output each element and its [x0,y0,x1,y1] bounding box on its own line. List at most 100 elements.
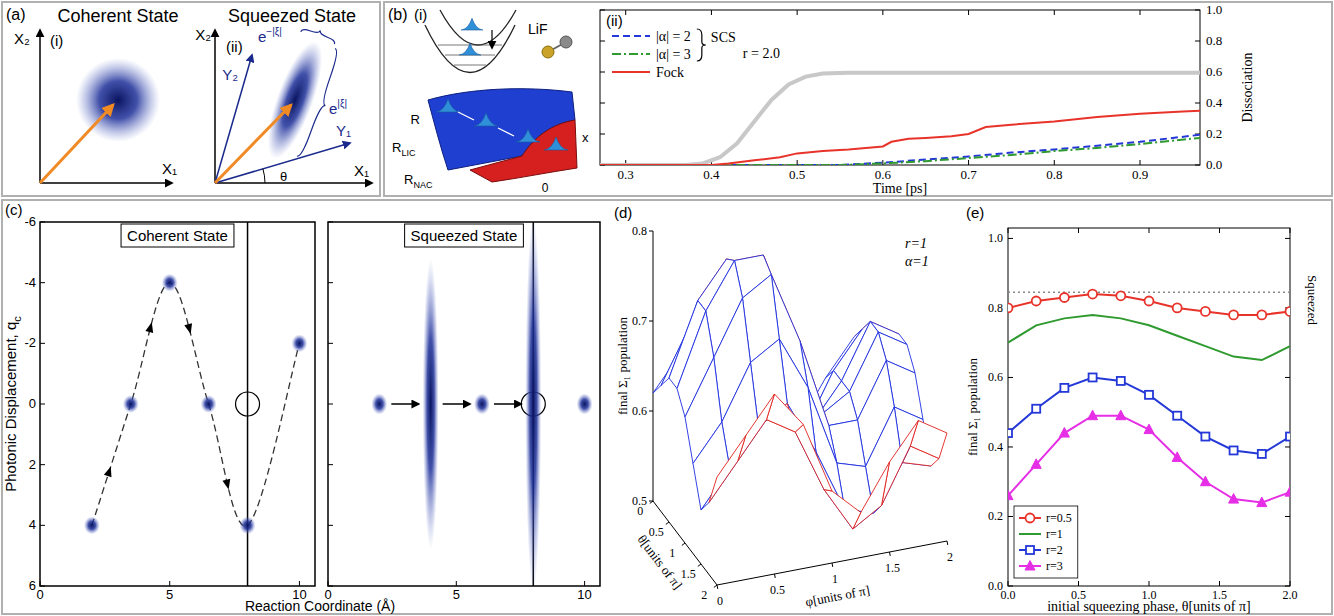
x-tick [40,581,41,586]
series-point [1144,424,1154,434]
wavepacket [461,18,483,30]
y-tick [40,525,45,526]
axis-label: Y₁ [336,122,351,139]
surface-group [653,255,947,529]
series-point [1257,497,1267,507]
wavepacket-blob [162,274,178,292]
label-subscript: LIC [401,148,416,158]
x-tick [1219,581,1220,586]
x-tick-label: 5 [453,587,460,602]
series-point [1008,303,1013,312]
subpanel-title: Squeezed State [228,6,356,26]
series-point [1116,291,1125,300]
surface-cell [853,462,890,529]
plot-frame [600,10,1200,165]
x-tick [1008,581,1009,586]
series-point [1060,384,1068,392]
x-tick-label: 0 [36,587,43,602]
label-superscript: −|ξ| [266,26,282,38]
wavepacket [544,137,568,150]
x-tick [1054,10,1055,15]
width-label: e|ξ| [329,98,347,117]
y-tick [1195,103,1200,104]
series-point [1117,377,1125,385]
x-tick [882,160,883,165]
step-arrow [391,403,418,405]
displacement-arrow [40,105,113,183]
series-point [1172,452,1182,462]
x-tick [797,160,798,165]
series-point [1145,391,1153,399]
vibrational-level [454,65,486,66]
y-tick [328,404,333,405]
annotation: α=1 [905,254,929,269]
series-point [1116,410,1126,420]
series-point [1008,490,1013,500]
x-tick-label: 2 [701,588,707,602]
y-tick [40,464,45,465]
series-point [1229,310,1238,319]
y-tick-label: 0.6 [1206,64,1223,79]
y-tick-label: 1 [832,572,838,586]
x-tick-label: 0.7 [960,167,977,182]
potential-curve [425,25,515,73]
target-circle [236,392,260,416]
legend: r=0.5r=1r=2r=3 [1014,506,1078,578]
axis-label: 0 [542,181,549,195]
panel-label: (d) [614,204,632,221]
sublabel: (i) [50,32,63,49]
y-tick [40,404,45,405]
x-tick [797,10,798,15]
legend-box [1014,506,1078,578]
brace [297,49,337,157]
axis-label: x [582,130,589,145]
legend-label: |α| = 3 [656,47,691,62]
axis [717,541,947,585]
series-line [1008,294,1290,315]
y-tick [600,41,605,42]
panel-label: (b) [388,6,408,23]
z-tick [649,231,653,232]
series-group [600,73,1200,165]
arrow [491,30,492,48]
series-line [1008,416,1290,503]
x-tick-label: 10 [577,587,591,602]
y-tick [1008,377,1013,378]
annotation: Squeezed [1305,275,1320,325]
x-tick-label: 0.3 [618,167,634,182]
z-tick-label: 0.7 [632,314,647,328]
label-part: e [329,100,337,117]
axis-label: X₁ [354,162,369,179]
figure: (a)Coherent StateSqueezed State(i)X₁X₂(i… [0,0,1334,616]
trajectory-arrow [222,479,230,490]
y-tick [40,222,45,223]
z-axis-title: final Σ₁ population [615,316,630,415]
y-tick [328,343,333,344]
x-tick [1078,228,1079,233]
y-tick-label: 0.2 [1206,126,1222,141]
series-point [1031,459,1041,469]
series-line [1008,315,1290,360]
x-tick-label: 5 [166,587,173,602]
step-arrow [494,403,521,405]
x-tick-label: 2.0 [1283,588,1298,602]
sublabel: (ii) [606,12,623,29]
legend-label: |α| = 2 [656,29,691,44]
y-tick [947,541,949,545]
y-tick [328,464,333,465]
z-tick-label: 0.6 [632,404,647,418]
trajectory-arrow [104,467,112,478]
panel-frame [2,2,380,196]
series-line [1008,377,1290,453]
sublabel: (i) [414,6,427,23]
wavepacket-blob [525,222,541,586]
y-axis-title: final Σ₁ population [965,357,980,456]
y-tick [1195,10,1200,11]
x-tick-label: 0.4 [703,167,720,182]
y-tick-label: 0.5 [770,583,785,597]
legend-marker [1025,561,1035,571]
series-point [1145,296,1154,305]
series-line [1008,292,1290,294]
label-part: R [404,172,413,187]
wavepacket-blob [123,395,139,413]
